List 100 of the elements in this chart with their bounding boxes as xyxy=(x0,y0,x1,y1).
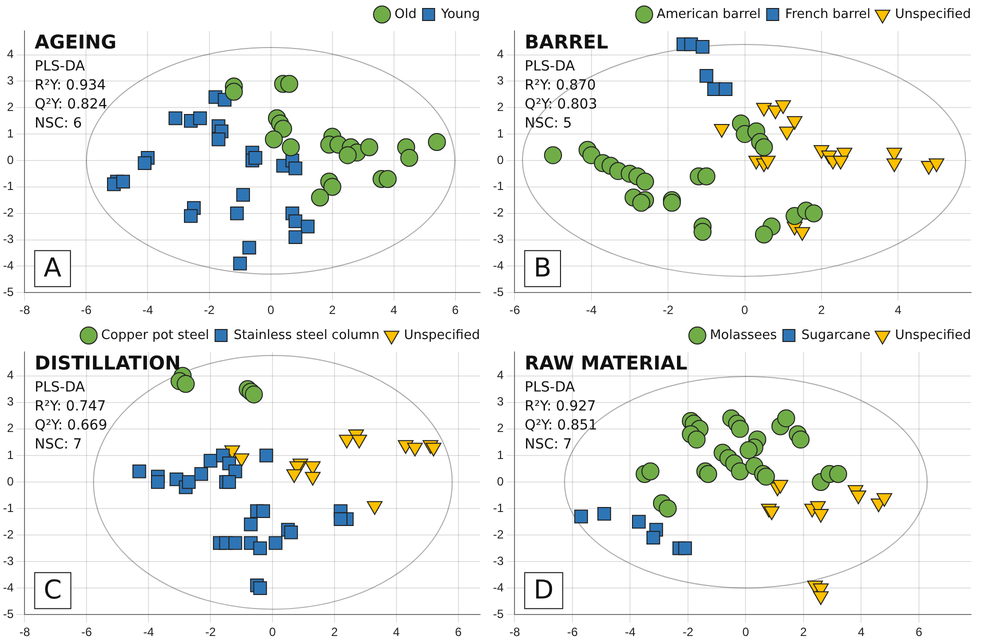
annotation: R²Y: 0.934 xyxy=(34,78,106,94)
point xyxy=(248,150,262,165)
y-tick-label: 2 xyxy=(6,100,14,114)
annotation: NSC: 7 xyxy=(524,436,572,453)
annotation: R²Y: 0.747 xyxy=(34,398,106,415)
point xyxy=(288,214,302,228)
legend-label: Stainless steel column xyxy=(234,328,380,343)
y-tick-label: -3 xyxy=(493,554,504,568)
point xyxy=(400,148,418,167)
legend-label: Young xyxy=(440,6,480,22)
point xyxy=(597,506,612,521)
point xyxy=(228,536,242,550)
x-tick-label: 2 xyxy=(328,303,336,318)
point xyxy=(116,174,130,188)
point xyxy=(222,475,236,489)
legend-label: Copper pot steel xyxy=(101,328,210,343)
y-tick-label: 0 xyxy=(496,474,504,488)
y-tick-label: -2 xyxy=(3,206,14,220)
y-tick-label: 1 xyxy=(6,126,14,140)
x-tick-label: 4 xyxy=(390,303,398,318)
point xyxy=(764,506,780,520)
point xyxy=(204,454,218,468)
y-tick-label: 3 xyxy=(6,394,14,409)
point xyxy=(718,82,732,96)
annotation: PLS-DA xyxy=(34,58,86,75)
annotation: B xyxy=(534,253,552,284)
point xyxy=(740,441,758,460)
x-tick-label: -6 xyxy=(509,303,520,318)
point xyxy=(151,475,165,489)
x-tick-label: -4 xyxy=(142,303,154,318)
y-tick-label: -5 xyxy=(3,606,14,621)
annotation: R²Y: 0.870 xyxy=(524,78,596,94)
y-tick-label: 0 xyxy=(496,152,504,167)
x-tick-label: 2 xyxy=(800,625,808,640)
y-tick-label: 0 xyxy=(6,474,14,488)
point xyxy=(268,536,282,550)
x-tick-label: 2 xyxy=(331,625,338,640)
x-tick-label: -4 xyxy=(143,625,154,640)
legend-label: American barrel xyxy=(656,6,761,22)
point xyxy=(244,385,263,404)
y-tick-label: -1 xyxy=(493,179,504,194)
point xyxy=(284,526,298,540)
annotation: PLS-DA xyxy=(524,58,576,75)
point xyxy=(253,581,267,595)
chart-title: RAW MATERIAL xyxy=(524,352,688,374)
point xyxy=(193,111,207,126)
point xyxy=(334,512,348,526)
y-tick-label: -4 xyxy=(3,258,14,272)
annotation: Q²Y: 0.824 xyxy=(34,96,108,113)
legend-label: French barrel xyxy=(785,6,871,22)
point xyxy=(812,591,829,606)
point xyxy=(288,230,302,244)
point xyxy=(574,510,588,524)
point xyxy=(632,194,650,212)
annotation: R²Y: 0.927 xyxy=(524,398,596,415)
y-tick-label: -3 xyxy=(3,554,14,568)
legend-label: Unspecified xyxy=(895,6,972,22)
y-tick-label: -1 xyxy=(3,179,14,194)
x-tick-label: 4 xyxy=(393,625,400,640)
point xyxy=(428,132,446,151)
point xyxy=(792,430,810,449)
x-tick-label: 0 xyxy=(742,625,750,640)
y-tick-label: 3 xyxy=(6,74,14,88)
point xyxy=(730,462,749,480)
legend-label: Sugarcane xyxy=(801,328,871,343)
x-tick-label: 6 xyxy=(452,303,460,318)
point xyxy=(694,222,712,241)
point xyxy=(236,188,250,202)
y-tick-label: -4 xyxy=(493,580,504,594)
legend-label: Unspecified xyxy=(404,328,480,343)
annotation: A xyxy=(44,253,62,284)
point xyxy=(176,374,195,393)
legend-label: Old xyxy=(394,6,417,22)
chart-title: AGEING xyxy=(34,31,117,54)
point xyxy=(212,132,226,146)
x-tick-label: -2 xyxy=(205,625,216,640)
x-tick-label: -6 xyxy=(80,303,92,318)
y-tick-label: -2 xyxy=(3,527,14,542)
x-tick-label: 0 xyxy=(267,303,274,318)
point xyxy=(311,188,330,206)
y-tick-label: 3 xyxy=(496,74,504,88)
point xyxy=(754,225,773,244)
x-tick-label: -4 xyxy=(586,303,598,318)
point xyxy=(259,448,274,462)
y-tick-label: -1 xyxy=(493,500,504,515)
point xyxy=(253,541,267,556)
point xyxy=(282,138,300,156)
annotation: Q²Y: 0.851 xyxy=(524,418,598,434)
y-tick-label: -5 xyxy=(493,284,504,299)
point xyxy=(678,541,692,556)
y-tick-label: -4 xyxy=(493,258,504,272)
annotation: PLS-DA xyxy=(34,380,86,396)
point xyxy=(224,82,243,101)
y-tick-label: -5 xyxy=(3,284,14,299)
x-tick-label: -8 xyxy=(19,303,30,318)
y-tick-label: 4 xyxy=(496,47,504,62)
x-tick-label: -6 xyxy=(81,625,92,640)
x-tick-label: 0 xyxy=(741,303,748,318)
point xyxy=(168,111,182,126)
point xyxy=(378,170,397,188)
